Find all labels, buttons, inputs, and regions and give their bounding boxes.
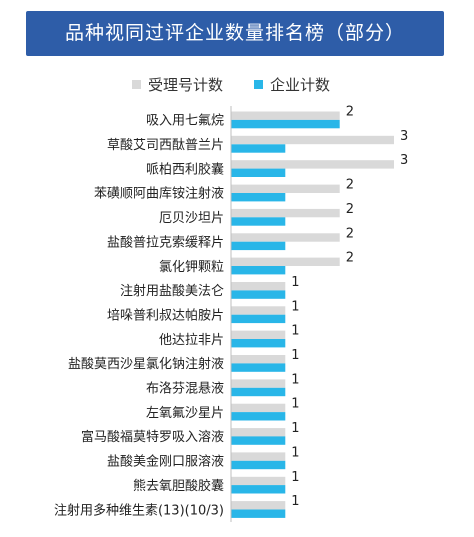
- legend-swatch-accepted-count: [132, 79, 141, 89]
- category-label: 他达拉非片: [159, 333, 224, 348]
- category-label: 注射用盐酸美法仑: [120, 283, 224, 299]
- data-label: 1: [291, 324, 299, 339]
- category-label: 盐酸美金刚口服溶液: [107, 454, 224, 470]
- bar-accepted-count: [231, 257, 340, 266]
- title-banner: 品种视同过评企业数量排名榜（部分）: [26, 11, 444, 56]
- data-label: 1: [291, 348, 299, 363]
- data-label: 1: [291, 372, 299, 387]
- category-label: 盐酸普拉克索缓释片: [107, 235, 224, 250]
- bar-company-count: [231, 168, 286, 177]
- bar-accepted-count: [231, 184, 340, 193]
- bar-accepted-count: [231, 379, 286, 388]
- bar-company-count: [231, 387, 286, 397]
- bar-company-count: [231, 266, 286, 275]
- bar-accepted-count: [231, 452, 286, 461]
- bar-accepted-count: [231, 111, 340, 120]
- bar-company-count: [231, 241, 286, 251]
- category-label: 熊去氧胆酸胶囊: [133, 478, 224, 494]
- bar-company-count: [231, 460, 286, 470]
- category-label: 草酸艾司西酞普兰片: [107, 138, 224, 153]
- category-label: 吸入用七氟烷: [146, 114, 224, 129]
- bar-company-count: [231, 363, 286, 372]
- category-label: 培哚普利叔达帕胺片: [107, 308, 224, 324]
- data-label: 2: [346, 202, 354, 217]
- data-label: 1: [291, 421, 299, 436]
- legend: 受理号计数 企业计数: [0, 74, 474, 94]
- category-label: 富马酸福莫特罗吸入溶液: [81, 429, 224, 445]
- bar-company-count: [231, 193, 286, 202]
- legend-item-accepted-count: 受理号计数: [132, 74, 223, 94]
- category-label: 盐酸莫西沙星氯化钠注射液: [68, 356, 224, 372]
- category-label: 左氧氟沙星片: [146, 406, 224, 421]
- data-label: 1: [291, 397, 299, 412]
- category-label: 氯化钾颗粒: [159, 260, 224, 275]
- bar-accepted-count: [231, 160, 394, 169]
- data-label: 1: [291, 299, 299, 314]
- category-label: 布洛芬混悬液: [146, 382, 224, 397]
- bar-company-count: [231, 217, 286, 226]
- legend-label-accepted-count: 受理号计数: [148, 75, 224, 94]
- category-label: 苯磺顺阿曲库铵注射液: [94, 186, 224, 202]
- bar-company-count: [231, 339, 286, 348]
- legend-label-company-count: 企业计数: [270, 75, 331, 94]
- data-label: 3: [400, 129, 408, 144]
- bar-accepted-count: [231, 355, 286, 364]
- category-label: 注射用多种维生素(13)(10/3): [54, 502, 224, 518]
- bar-accepted-count: [231, 233, 340, 242]
- data-label: 3: [400, 153, 408, 168]
- bar-company-count: [231, 412, 286, 421]
- bar-accepted-count: [231, 428, 286, 437]
- category-label: 哌柏西利胶囊: [146, 161, 224, 177]
- bar-company-count: [231, 290, 286, 299]
- data-label: 2: [346, 226, 354, 241]
- data-label: 2: [346, 251, 354, 266]
- data-label: 1: [291, 470, 299, 485]
- legend-swatch-company-count: [254, 79, 263, 89]
- bar-company-count: [231, 509, 286, 518]
- bar-company-count: [231, 119, 340, 129]
- bar-accepted-count: [231, 282, 286, 291]
- data-label: 1: [291, 275, 299, 290]
- category-label: 厄贝沙坦片: [159, 211, 224, 226]
- data-label: 1: [291, 494, 299, 509]
- bar-accepted-count: [231, 501, 286, 510]
- data-label: 1: [291, 445, 299, 460]
- data-label: 2: [346, 178, 354, 193]
- data-label: 2: [346, 105, 354, 120]
- bar-accepted-count: [231, 208, 340, 218]
- bar-accepted-count: [231, 476, 286, 486]
- legend-item-company-count: 企业计数: [254, 74, 330, 94]
- bar-company-count: [231, 144, 286, 153]
- bar-accepted-count: [231, 403, 286, 413]
- bar-accepted-count: [231, 330, 286, 339]
- chart-title: 品种视同过评企业数量排名榜（部分）: [64, 22, 405, 44]
- bar-accepted-count: [231, 135, 394, 145]
- bar-company-count: [231, 436, 286, 445]
- bar-company-count: [231, 314, 286, 324]
- bar-company-count: [231, 485, 286, 494]
- bar-accepted-count: [231, 306, 286, 315]
